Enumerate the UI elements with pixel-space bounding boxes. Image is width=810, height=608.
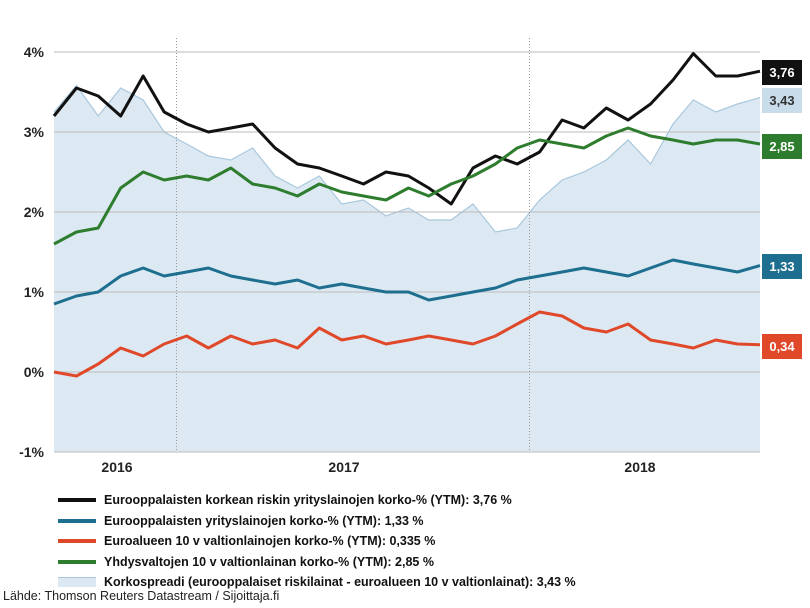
source-note: Lähde: Thomson Reuters Datastream / Sijo… xyxy=(3,589,280,603)
legend-item-high_yield: Eurooppalaisten korkean riskin yrityslai… xyxy=(58,490,576,511)
end-label-value: 3,76 xyxy=(769,65,794,80)
legend-swatch xyxy=(58,539,96,544)
series-area-spread xyxy=(54,85,760,452)
end-label-box xyxy=(762,60,802,85)
legend-item-ig: Eurooppalaisten yrityslainojen korko-% (… xyxy=(58,511,576,532)
legend-item-euro10y: Euroalueen 10 v valtionlainojen korko-% … xyxy=(58,531,576,552)
legend-swatch xyxy=(58,498,96,503)
series-line-ig xyxy=(53,258,761,306)
end-label-ig: 1,33 xyxy=(762,254,802,279)
x-tick-label: 2018 xyxy=(624,459,655,475)
y-tick-label: 0% xyxy=(24,364,45,380)
end-label-box xyxy=(762,254,802,279)
end-label-value: 0,34 xyxy=(769,339,795,354)
legend-label: Eurooppalaisten yrityslainojen korko-% (… xyxy=(104,513,424,528)
y-tick-label: 4% xyxy=(24,44,45,60)
legend-label: Euroalueen 10 v valtionlainojen korko-% … xyxy=(104,534,436,549)
end-label-box xyxy=(762,88,802,113)
end-label-high_yield: 3,76 xyxy=(762,60,802,85)
legend-label: Yhdysvaltojen 10 v valtionlainan korko-%… xyxy=(104,554,434,569)
legend-label: Korkospreadi (eurooppalaiset riskilainat… xyxy=(104,575,576,590)
end-label-spread: 3,43 xyxy=(762,88,802,113)
y-tick-label: -1% xyxy=(19,444,44,460)
end-label-value: 2,85 xyxy=(769,139,794,154)
chart-area: 4% 3% 2% 1% 0% -1% 2016 2017 2018 3,76 3,43 2,85 1,3… xyxy=(19,38,802,475)
series-line-high_yield xyxy=(52,52,761,206)
y-tick-label: 1% xyxy=(24,284,45,300)
legend-item-spread: Korkospreadi (eurooppalaiset riskilainat… xyxy=(58,572,576,593)
legend-label: Eurooppalaisten korkean riskin yrityslai… xyxy=(104,493,512,508)
end-label-value: 3,43 xyxy=(769,93,794,108)
legend-swatch xyxy=(58,518,96,523)
series-line-us10y xyxy=(53,126,761,246)
x-tick-label: 2016 xyxy=(101,459,132,475)
x-tick-label: 2017 xyxy=(328,459,359,475)
legend-item-us10y: Yhdysvaltojen 10 v valtionlainan korko-%… xyxy=(58,552,576,573)
series-area-outline-spread xyxy=(53,84,761,233)
legend: Eurooppalaisten korkean riskin yrityslai… xyxy=(58,490,576,593)
legend-swatch xyxy=(58,577,96,588)
legend-swatch xyxy=(58,559,96,564)
end-label-box xyxy=(762,134,802,159)
series-line-euro10y xyxy=(53,310,761,378)
end-label-value: 1,33 xyxy=(769,259,794,274)
y-tick-label: 3% xyxy=(24,124,45,140)
end-label-us10y: 2,85 xyxy=(762,134,802,159)
end-label-box xyxy=(762,334,802,359)
y-tick-label: 2% xyxy=(24,204,45,220)
end-label-euro10y: 0,34 xyxy=(762,334,802,359)
